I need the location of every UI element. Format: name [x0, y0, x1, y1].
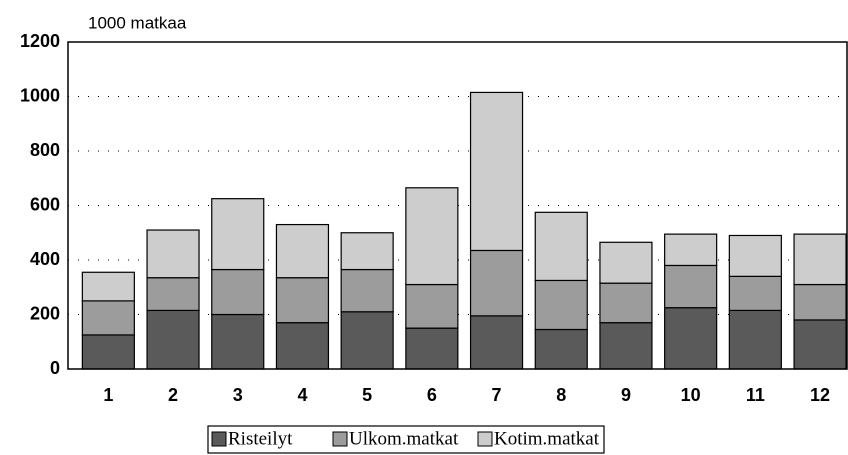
bar-segment — [275, 223, 330, 279]
y-tick-label: 800 — [30, 140, 60, 160]
x-tick-label: 8 — [556, 385, 566, 405]
bar-segment — [146, 309, 200, 370]
y-tick-label: 0 — [50, 358, 60, 378]
bar-segment — [81, 271, 135, 302]
bar-segment — [275, 322, 330, 370]
x-tick-label: 6 — [427, 385, 437, 405]
y-tick-label: 400 — [30, 249, 60, 269]
bar-segment — [599, 282, 653, 324]
bar-segment — [534, 328, 588, 370]
x-tick-label: 4 — [297, 385, 307, 405]
legend-label: Risteilyt — [228, 428, 293, 449]
bar-segment — [728, 234, 782, 277]
bar-segment — [664, 307, 718, 370]
bar-segment — [340, 311, 394, 370]
x-tick-label: 2 — [168, 385, 178, 405]
legend-swatch — [477, 431, 493, 447]
bar-segment — [211, 313, 265, 370]
bar-segment — [469, 91, 524, 252]
y-tick-label: 600 — [30, 194, 60, 214]
bar-segment — [599, 322, 653, 370]
bar-segment — [793, 283, 847, 321]
bar-segment — [211, 198, 265, 271]
bar-segment — [469, 249, 524, 317]
bar-segment — [664, 264, 718, 309]
legend-label: Ulkom.matkat — [349, 428, 459, 449]
bar-segment — [469, 315, 524, 370]
bar-segment — [405, 283, 459, 329]
x-tick-label: 11 — [746, 385, 765, 405]
bar-segment — [146, 277, 200, 312]
legend-swatch — [332, 431, 348, 447]
bar-segment — [793, 319, 847, 370]
x-tick-label: 1 — [103, 385, 113, 405]
y-tick-label: 1000 — [20, 85, 60, 105]
bar-segment — [599, 241, 653, 284]
x-tick-label: 3 — [233, 385, 243, 405]
x-tick-label: 12 — [810, 385, 830, 405]
y-axis-label: 1000 matkaa — [88, 13, 187, 32]
bar-segment — [211, 268, 265, 316]
y-tick-label: 1200 — [20, 31, 60, 51]
x-tick-label: 5 — [362, 385, 372, 405]
bar-segment — [728, 275, 782, 312]
x-tick-label: 10 — [681, 385, 701, 405]
bar-segment — [81, 334, 135, 370]
bar-segment — [340, 232, 394, 271]
bar-segment — [534, 279, 588, 331]
plot-frame — [67, 41, 848, 370]
x-tick-label: 9 — [621, 385, 631, 405]
legend-swatch — [211, 431, 227, 447]
bar-segment — [81, 300, 135, 336]
legend-label: Kotim.matkat — [494, 428, 600, 449]
bar-segment — [793, 233, 847, 286]
x-tick-label: 7 — [492, 385, 502, 405]
bar-segment — [340, 268, 394, 313]
y-tick-label: 200 — [30, 303, 60, 323]
bar-segment — [664, 233, 718, 267]
bar-segment — [534, 211, 588, 282]
bar-segment — [275, 277, 330, 324]
bar-segment — [146, 229, 200, 279]
bar-segment — [405, 327, 459, 370]
bar-segment — [728, 309, 782, 370]
bar-segment — [405, 187, 459, 286]
legend-box — [207, 425, 605, 454]
